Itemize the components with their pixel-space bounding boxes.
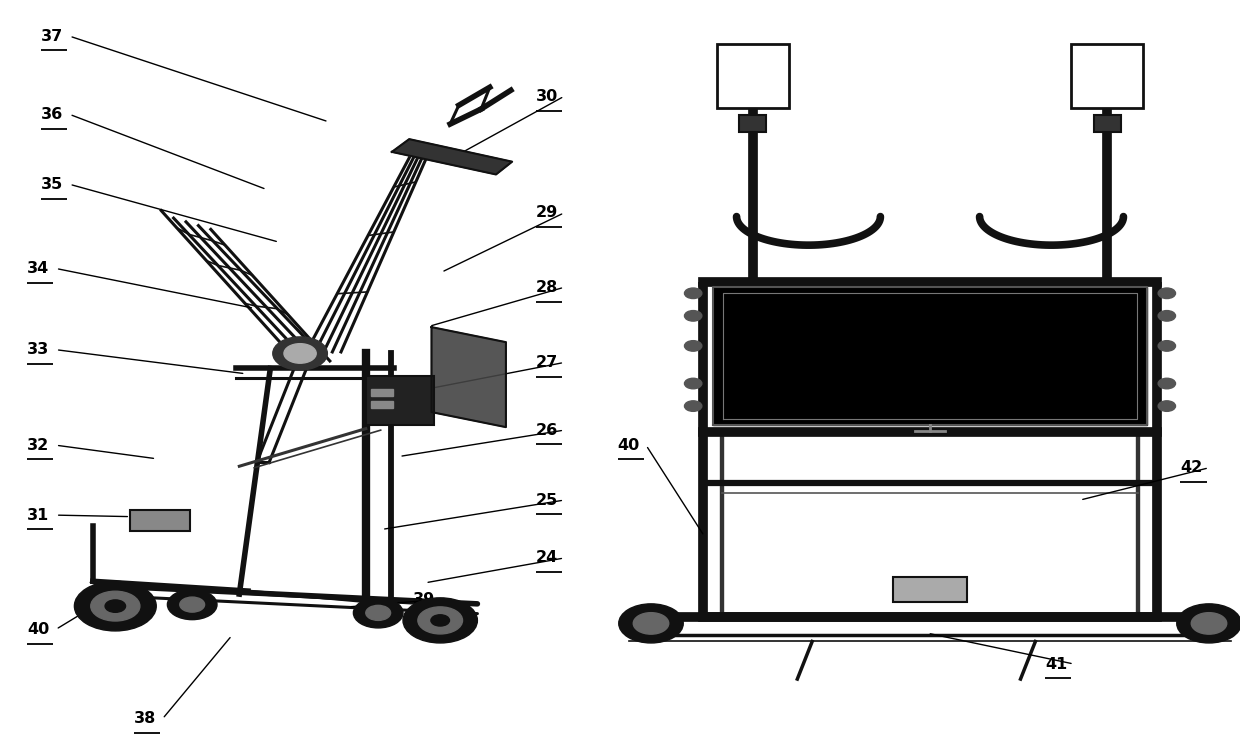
Circle shape — [284, 344, 316, 363]
Text: 28: 28 — [536, 280, 558, 295]
Circle shape — [1158, 311, 1176, 321]
FancyBboxPatch shape — [366, 376, 434, 425]
Text: 33: 33 — [27, 342, 50, 357]
FancyBboxPatch shape — [130, 510, 190, 531]
Circle shape — [432, 615, 449, 626]
Circle shape — [1158, 378, 1176, 389]
Circle shape — [273, 337, 327, 370]
Circle shape — [105, 600, 125, 612]
FancyBboxPatch shape — [371, 401, 393, 408]
Circle shape — [684, 401, 702, 411]
Circle shape — [91, 591, 140, 621]
FancyBboxPatch shape — [1071, 44, 1143, 108]
Circle shape — [418, 607, 463, 634]
Text: 42: 42 — [1180, 460, 1203, 475]
Text: 34: 34 — [27, 261, 50, 276]
Text: 39: 39 — [413, 592, 435, 607]
Text: 35: 35 — [41, 177, 63, 192]
Circle shape — [619, 604, 683, 643]
FancyBboxPatch shape — [717, 44, 789, 108]
Circle shape — [1158, 401, 1176, 411]
Circle shape — [366, 605, 391, 620]
FancyBboxPatch shape — [739, 115, 766, 132]
Text: 36: 36 — [41, 107, 63, 122]
Circle shape — [684, 288, 702, 299]
FancyBboxPatch shape — [1094, 115, 1121, 132]
Circle shape — [74, 581, 156, 631]
Circle shape — [1158, 288, 1176, 299]
Circle shape — [353, 598, 403, 628]
Circle shape — [180, 597, 205, 612]
Circle shape — [634, 613, 668, 634]
Text: 26: 26 — [536, 423, 558, 438]
Circle shape — [167, 590, 217, 620]
Circle shape — [1158, 341, 1176, 351]
Text: 30: 30 — [536, 89, 558, 104]
Text: 37: 37 — [41, 29, 63, 44]
Polygon shape — [432, 327, 506, 427]
Circle shape — [684, 311, 702, 321]
Text: 25: 25 — [536, 493, 558, 508]
Circle shape — [1192, 613, 1226, 634]
Text: 40: 40 — [618, 438, 640, 453]
Text: 27: 27 — [536, 355, 558, 370]
Circle shape — [684, 341, 702, 351]
Text: 40: 40 — [27, 622, 50, 637]
Circle shape — [403, 598, 477, 643]
FancyBboxPatch shape — [893, 577, 967, 602]
Text: 29: 29 — [536, 205, 558, 220]
Text: 31: 31 — [27, 508, 50, 523]
Polygon shape — [392, 139, 512, 174]
Text: 24: 24 — [536, 550, 558, 566]
Text: 38: 38 — [134, 711, 156, 726]
Text: 32: 32 — [27, 438, 50, 453]
Text: 41: 41 — [1045, 656, 1068, 672]
Circle shape — [1177, 604, 1240, 643]
Circle shape — [684, 378, 702, 389]
FancyBboxPatch shape — [371, 389, 393, 396]
Polygon shape — [713, 287, 1147, 425]
